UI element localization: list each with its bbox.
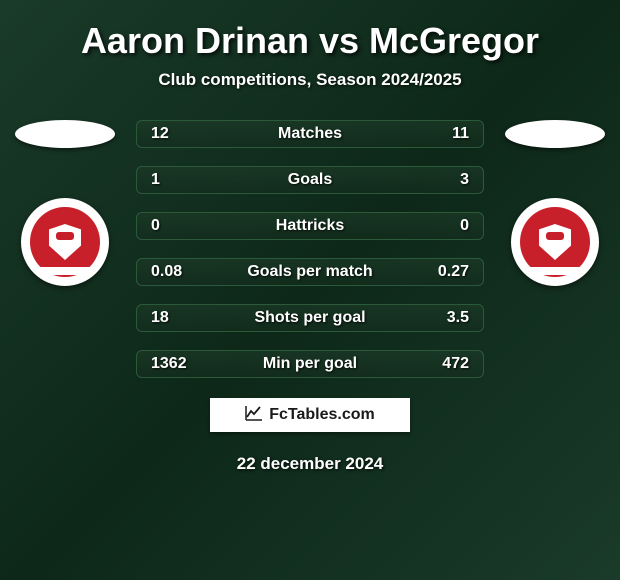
stat-right-value: 472: [429, 355, 469, 373]
left-column: [10, 120, 120, 286]
stats-column: 12 Matches 11 1 Goals 3 0 Hattricks 0 0.…: [120, 120, 500, 378]
stat-left-value: 1362: [151, 355, 191, 373]
player-placeholder-left: [15, 120, 115, 148]
stat-label: Matches: [278, 125, 342, 143]
player-placeholder-right: [505, 120, 605, 148]
stat-left-value: 12: [151, 125, 191, 143]
right-column: [500, 120, 610, 286]
page-title: Aaron Drinan vs McGregor: [81, 20, 539, 62]
stat-label: Hattricks: [276, 217, 344, 235]
stat-right-value: 11: [429, 125, 469, 143]
team-badge-right: [511, 198, 599, 286]
team-badge-left: [21, 198, 109, 286]
stat-label: Goals: [288, 171, 332, 189]
date-text: 22 december 2024: [237, 454, 384, 474]
stat-bar-goals-per-match: 0.08 Goals per match 0.27: [136, 258, 484, 286]
stat-left-value: 1: [151, 171, 191, 189]
badge-inner-left: [30, 207, 100, 277]
stat-bar-shots-per-goal: 18 Shots per goal 3.5: [136, 304, 484, 332]
shield-icon: [49, 224, 81, 260]
stat-label: Goals per match: [247, 263, 372, 281]
source-badge: FcTables.com: [210, 398, 410, 432]
stat-label: Shots per goal: [254, 309, 365, 327]
ribbon-icon: [37, 267, 93, 275]
stat-right-value: 3.5: [429, 309, 469, 327]
stat-bar-matches: 12 Matches 11: [136, 120, 484, 148]
badge-inner-right: [520, 207, 590, 277]
content-row: 12 Matches 11 1 Goals 3 0 Hattricks 0 0.…: [10, 120, 610, 378]
stat-right-value: 3: [429, 171, 469, 189]
stat-bar-min-per-goal: 1362 Min per goal 472: [136, 350, 484, 378]
source-label: FcTables.com: [269, 406, 375, 424]
chart-icon: [245, 405, 263, 426]
stat-bar-hattricks: 0 Hattricks 0: [136, 212, 484, 240]
stat-bar-goals: 1 Goals 3: [136, 166, 484, 194]
stat-left-value: 0: [151, 217, 191, 235]
stat-label: Min per goal: [263, 355, 357, 373]
stat-right-value: 0: [429, 217, 469, 235]
subtitle: Club competitions, Season 2024/2025: [158, 70, 461, 90]
stat-left-value: 0.08: [151, 263, 191, 281]
stat-right-value: 0.27: [429, 263, 469, 281]
stat-left-value: 18: [151, 309, 191, 327]
shield-icon: [539, 224, 571, 260]
ribbon-icon: [527, 267, 583, 275]
comparison-card: Aaron Drinan vs McGregor Club competitio…: [0, 0, 620, 580]
